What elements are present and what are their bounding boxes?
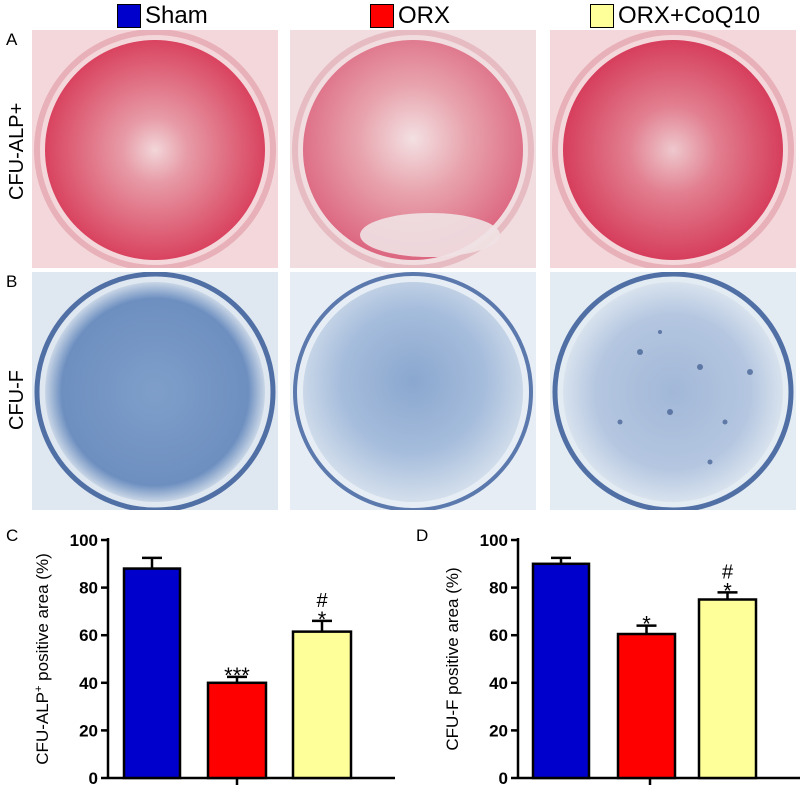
y-tick-label: 0 xyxy=(499,769,508,788)
legend-item-sham: Sham xyxy=(117,4,208,28)
panel-letter-c: C xyxy=(6,526,19,545)
legend: Sham ORX ORX+CoQ10 xyxy=(0,2,800,32)
bar-orx-coq10 xyxy=(291,630,353,780)
dish-f-sham xyxy=(32,272,278,510)
y-tick-label: 40 xyxy=(489,674,508,693)
y-tick-label: 60 xyxy=(79,626,98,645)
significance-stars: * xyxy=(318,607,327,632)
significance-stars: *** xyxy=(224,663,250,688)
y-axis-label-tail: positive area (%) xyxy=(33,553,52,685)
bar-sham xyxy=(531,562,591,780)
bar-sham xyxy=(122,567,182,780)
bar-orx xyxy=(616,632,677,780)
y-tick-label: 100 xyxy=(70,531,98,550)
legend-swatch-orx xyxy=(370,4,394,28)
dish-alp-orx xyxy=(290,30,536,268)
row-label-cfu-alp: CFU-ALP+ xyxy=(6,102,28,200)
y-axis-label: CFU-ALP+ positive area (%) xyxy=(33,553,52,764)
legend-item-orx: ORX xyxy=(370,4,450,28)
y-tick-label: 80 xyxy=(79,579,98,598)
photo-f-sham xyxy=(32,272,278,510)
bar-chart-cfu-alp: CFU-ALP+ positive area (%)020406080100**… xyxy=(33,531,395,788)
photo-f-orx xyxy=(290,272,536,510)
y-tick-label: 20 xyxy=(489,721,508,740)
dish-alp-orx-coq10 xyxy=(550,30,796,268)
y-tick-label: 40 xyxy=(79,674,98,693)
dish-f-orx xyxy=(290,272,536,510)
y-axis-label-sup: + xyxy=(33,686,45,692)
y-axis-label-main: CFU-F positive area (%) xyxy=(443,567,462,750)
y-axis-label: CFU-F positive area (%) xyxy=(443,567,462,750)
panel-letter-b: B xyxy=(6,272,18,291)
dish-f-orx-coq10 xyxy=(550,272,796,510)
photo-alp-sham xyxy=(32,30,278,268)
significance-hash: # xyxy=(316,590,328,612)
bar-orx-coq10 xyxy=(697,598,758,780)
y-tick-label: 100 xyxy=(480,531,508,550)
row-label-cfu-f: CFU-F xyxy=(6,370,28,430)
legend-label-sham: Sham xyxy=(145,2,208,29)
panel-letter-a: A xyxy=(6,30,18,49)
y-tick-label: 60 xyxy=(489,626,508,645)
dish-alp-sham xyxy=(32,30,278,268)
legend-label-orx: ORX xyxy=(398,2,451,29)
photo-alp-orx-coq10 xyxy=(550,30,796,268)
y-tick-label: 80 xyxy=(489,579,508,598)
significance-hash: # xyxy=(722,561,734,583)
legend-item-orx-coq10: ORX+CoQ10 xyxy=(590,4,760,28)
y-tick-label: 20 xyxy=(79,721,98,740)
legend-label-orx-coq10: ORX+CoQ10 xyxy=(618,2,761,29)
y-axis-label-main: CFU-ALP xyxy=(33,692,52,765)
significance-stars: * xyxy=(723,578,732,603)
photo-f-orx-coq10 xyxy=(550,272,796,510)
significance-stars: * xyxy=(642,612,651,637)
photo-alp-orx xyxy=(290,30,536,268)
legend-swatch-orx-coq10 xyxy=(590,4,614,28)
y-tick-label: 0 xyxy=(89,769,98,788)
panel-letter-d: D xyxy=(416,526,429,545)
legend-swatch-sham xyxy=(117,4,141,28)
bar-orx xyxy=(206,681,268,780)
